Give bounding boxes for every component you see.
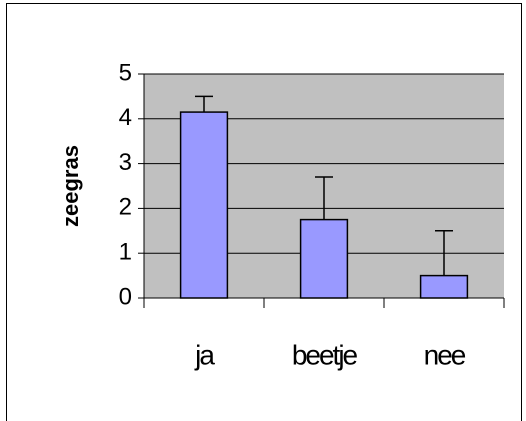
bar (419, 274, 469, 299)
x-tick-label: beetje (292, 339, 358, 370)
error-bar (195, 95, 213, 113)
y-tick-label: 5 (119, 59, 132, 86)
x-tick-label: nee (424, 339, 466, 370)
y-tick-label: 4 (119, 104, 132, 131)
x-tick-label: ja (194, 339, 215, 370)
y-tick-label: 2 (119, 194, 132, 221)
y-tick-label: 1 (119, 239, 132, 266)
y-tick-label: 0 (119, 283, 132, 310)
bar (299, 218, 349, 299)
error-bar (315, 176, 333, 220)
bar (179, 111, 229, 299)
y-axis-label: zeegras (58, 145, 83, 227)
y-tick-label: 3 (119, 149, 132, 176)
error-bar (435, 230, 453, 276)
